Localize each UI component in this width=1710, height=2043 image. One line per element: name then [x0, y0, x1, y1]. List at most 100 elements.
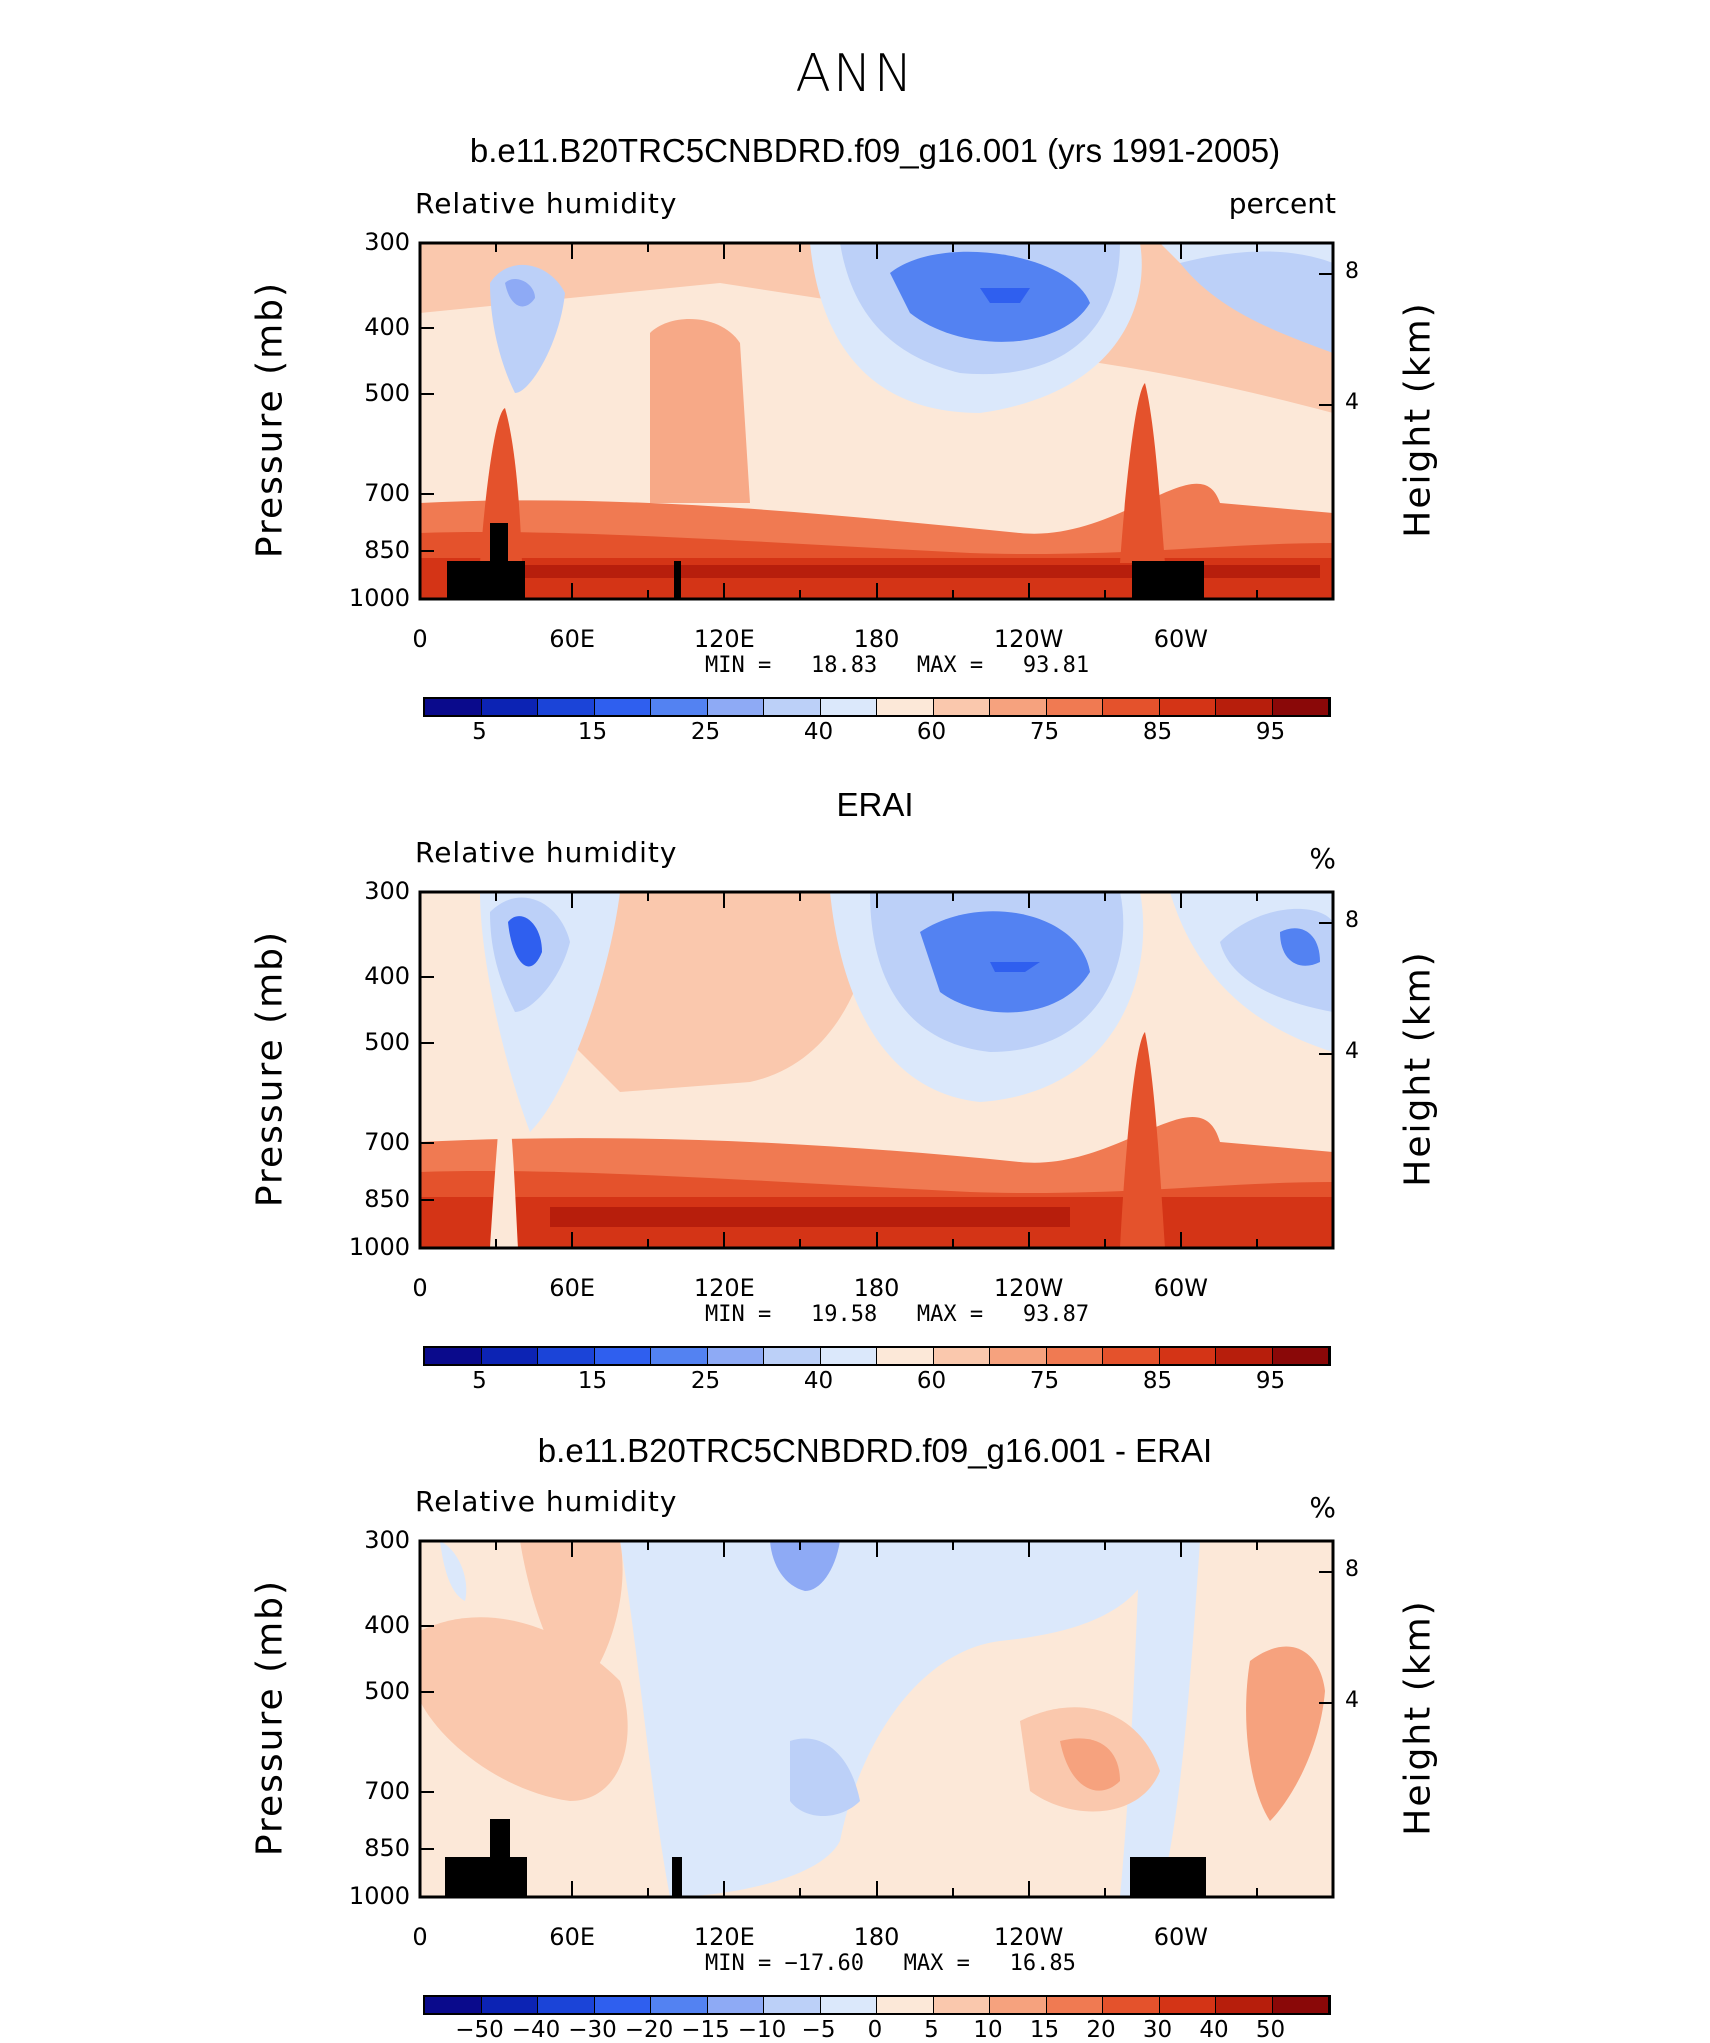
panel3-xtick-label: 120E	[693, 1923, 755, 1951]
panel3-title: b.e11.B20TRC5CNBDRD.f09_g16.001 - ERAI	[537, 1432, 1213, 1469]
panel3-xtick-mark-bottom	[951, 1888, 954, 1897]
panel1-xtick-mark-top	[1332, 243, 1334, 259]
panel3-xtick-mark-top	[1332, 1541, 1334, 1557]
panel1-colorbar-swatch	[990, 699, 1047, 715]
panel3-xtick-mark-bottom	[1179, 1881, 1182, 1897]
panel3-band-dry-low	[790, 1738, 860, 1816]
panel1-colorbar-swatch	[481, 699, 538, 715]
panel1-ytick-mark	[420, 327, 434, 330]
panel1-xtick-mark-top	[1103, 243, 1106, 252]
panel2-y-axis-title: Pressure (mb)	[249, 929, 291, 1208]
panel2-colorbar-swatch	[990, 1348, 1047, 1364]
panel2-right-tick-mark	[1319, 922, 1333, 924]
panel2-ytick-mark	[420, 1247, 434, 1249]
panel2-min-max-label: MIN = 19.58 MAX = 93.87	[705, 1302, 1090, 1327]
panel3-colorbar-tick-label: −5	[801, 2017, 836, 2043]
panel1-colorbar-tick-label: 5	[472, 719, 487, 745]
panel1-terrain-andes	[1132, 561, 1204, 599]
panel1-terrain-peak	[490, 523, 508, 563]
panel3-colorbar-swatch	[1046, 1997, 1103, 2013]
panel3-colorbar-tick-label: 10	[973, 2017, 1003, 2043]
panel1-band-low-dark	[520, 565, 1320, 578]
panel3-colorbar-tick-label: −30	[568, 2017, 617, 2043]
panel1-min-max-label: MIN = 18.83 MAX = 93.81	[705, 653, 1090, 678]
panel2-xtick-mark-bottom	[1255, 1239, 1258, 1248]
panel2-xtick-mark-top	[723, 892, 726, 908]
panel1-right-tick-label: 4	[1345, 390, 1359, 415]
panel2-xtick-mark-bottom	[951, 1239, 954, 1248]
panel3-terrain-africa	[445, 1857, 527, 1897]
panel2-ytick-mark	[420, 1198, 434, 1201]
panel3-xtick-mark-bottom	[1255, 1888, 1258, 1897]
panel2-ytick-label: 700	[364, 1127, 410, 1156]
panel1-xtick-mark-top	[495, 243, 498, 252]
panel3-colorbar	[423, 1995, 1331, 2015]
panel1-title: b.e11.B20TRC5CNBDRD.f09_g16.001 (yrs 199…	[469, 132, 1281, 169]
panel3-xtick-mark-top	[1027, 1541, 1030, 1557]
panel2-band-low-dark	[550, 1207, 1070, 1227]
panel3-xtick-mark-bottom	[495, 1888, 498, 1897]
panel3-ytick-mark	[420, 1790, 434, 1793]
panel3-right-tick-label: 4	[1345, 1688, 1359, 1713]
panel1-ytick-label: 850	[364, 535, 410, 564]
panel1-band-mid-peach	[650, 319, 750, 503]
panel2-colorbar-tick-label: 15	[577, 1368, 608, 1394]
panel3-min-max-label: MIN = −17.60 MAX = 16.85	[705, 1951, 1076, 1976]
panel3-xtick-mark-top	[875, 1541, 878, 1557]
panel1-ytick-mark	[420, 598, 434, 600]
panel1-colorbar-swatch	[707, 699, 764, 715]
panel1-ytick-mark	[420, 492, 434, 495]
panel1-colorbar-swatch	[1046, 699, 1103, 715]
panel1-colorbar-swatch	[594, 699, 651, 715]
panel1-xtick-mark-top	[1179, 243, 1182, 259]
panel3-xtick-mark-bottom	[799, 1888, 802, 1897]
panel3-colorbar-swatch	[651, 1997, 708, 2013]
panel2-right-tick-label: 8	[1345, 908, 1359, 933]
panel3-ytick-mark	[420, 1540, 434, 1542]
panel2-right-tick-mark	[1319, 1053, 1333, 1055]
panel3-band-orange-east	[1246, 1646, 1325, 1821]
panel1-colorbar-tick-label: 60	[916, 719, 947, 745]
panel2-xtick-mark-bottom	[495, 1239, 498, 1248]
panel2-xtick-mark-top	[1255, 892, 1258, 901]
panel2-xtick-mark-bottom	[1103, 1239, 1106, 1248]
panel2-xtick-mark-bottom	[1179, 1232, 1182, 1248]
panel3-colorbar-swatch	[990, 1997, 1047, 2013]
panel1-colorbar-tick-label: 95	[1255, 719, 1286, 745]
panel3-colorbar-swatch	[1103, 1997, 1160, 2013]
panel2-xtick-label: 180	[853, 1274, 900, 1302]
panel2-xtick-label: 60W	[1153, 1274, 1208, 1302]
panel1-units-label: percent	[1228, 187, 1336, 220]
panel3-terrain-island	[672, 1857, 682, 1897]
panel3-terrain-andes	[1130, 1857, 1206, 1897]
panel1-xtick-mark-top	[951, 243, 954, 252]
panel2-band-dry-core	[920, 911, 1090, 1013]
figure-title: ANN	[795, 44, 915, 104]
panel3-ytick-label: 1000	[348, 1882, 410, 1910]
panel3-colorbar-swatch	[820, 1997, 877, 2013]
panel1-xtick-mark-bottom	[875, 583, 878, 599]
panel1-xtick-mark-top	[419, 243, 421, 259]
panel2-band-dry-center	[990, 962, 1040, 972]
panel3-colorbar-swatch	[425, 1997, 482, 2013]
panel2-xtick-label: 0	[412, 1274, 428, 1302]
panel2-xtick-label: 120E	[693, 1274, 755, 1302]
panel1-xtick-mark-top	[647, 243, 650, 252]
panel2-band-africa-gap	[490, 1082, 518, 1248]
panel3-colorbar-tick-label: 30	[1142, 2017, 1173, 2043]
panel3-ytick-mark	[420, 1691, 434, 1694]
panel1-colorbar-tick-label: 15	[577, 719, 608, 745]
panel2-colorbar-swatch	[1272, 1348, 1329, 1364]
panel2-xtick-mark-top	[1332, 892, 1334, 908]
panel2-colorbar-tick-label: 75	[1029, 1368, 1060, 1394]
panel3-colorbar-tick-label: −40	[511, 2017, 561, 2043]
panel1-ytick-mark	[420, 393, 434, 396]
panel3-colorbar-swatch	[481, 1997, 538, 2013]
panel3-ytick-label: 700	[364, 1776, 410, 1805]
panel3-xtick-mark-top	[951, 1541, 954, 1550]
panel3-xtick-mark-bottom	[1332, 1881, 1334, 1897]
panel3-colorbar-tick-label: 20	[1086, 2017, 1116, 2043]
panel2-xtick-mark-bottom	[723, 1232, 726, 1248]
panel3-xtick-mark-top	[419, 1541, 421, 1557]
panel1-xtick-mark-bottom	[723, 583, 726, 599]
